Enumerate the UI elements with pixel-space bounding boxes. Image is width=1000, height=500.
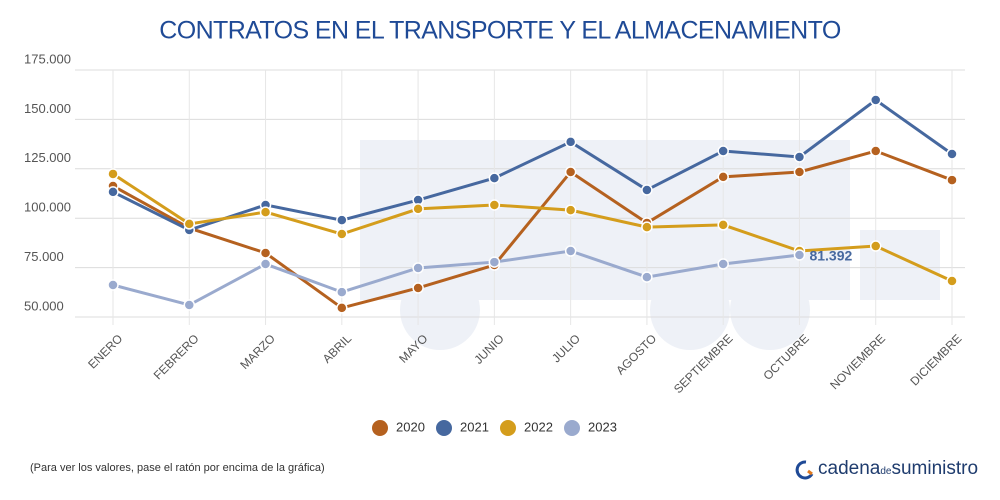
y-tick-label: 75.000: [24, 249, 64, 264]
logo-part: cadena: [818, 458, 881, 479]
data-point: [336, 214, 348, 226]
data-point: [564, 136, 577, 148]
series-line: [112, 249, 800, 307]
data-point: [641, 271, 653, 283]
data-point: [717, 171, 729, 183]
y-tick-label: 50.000: [24, 298, 64, 313]
note: (Para ver los valores, pase el ratón por…: [30, 462, 325, 474]
data-point: [488, 172, 501, 184]
data-point: [564, 166, 577, 178]
data-point: [183, 299, 196, 311]
legend-label: 2021: [460, 419, 489, 434]
data-point: [717, 145, 729, 157]
data-point: [717, 219, 729, 231]
data-point: [259, 258, 272, 270]
y-tick-label: 175.000: [24, 51, 71, 66]
data-point: [793, 249, 806, 261]
data-point: [412, 203, 424, 215]
legend-marker: [500, 420, 516, 436]
y-tick-label: 100.000: [24, 200, 71, 215]
legend-marker: [372, 420, 388, 436]
data-point: [946, 148, 958, 160]
logo-text: cadenadesuministro: [818, 458, 978, 479]
y-tick-label: 125.000: [24, 150, 71, 165]
data-point: [183, 218, 196, 230]
series-line: [112, 149, 953, 310]
watermark-truck: [360, 140, 940, 350]
data-point: [869, 240, 882, 252]
logo-icon: [795, 460, 814, 480]
data-point: [488, 199, 501, 211]
data-point: [336, 286, 348, 298]
data-point: [107, 279, 119, 291]
data-point: [946, 174, 958, 186]
data-point: [259, 247, 272, 259]
data-point: [946, 275, 958, 287]
data-point: [869, 145, 882, 157]
series-line: [112, 98, 953, 232]
y-tick-label: 150.000: [24, 101, 71, 116]
data-point: [107, 186, 119, 198]
data-point: [259, 206, 272, 218]
data-point: [488, 256, 501, 268]
legend-label: 2022: [524, 419, 553, 434]
data-point: [107, 168, 119, 180]
data-point: [793, 151, 806, 163]
data-point: [793, 166, 806, 178]
legend-marker: [564, 420, 580, 436]
data-point: [336, 228, 348, 240]
legend-marker: [436, 420, 452, 436]
data-point: [336, 302, 348, 314]
data-point: [412, 262, 424, 274]
logo: cadenadesuministro: [795, 458, 978, 480]
data-point: [641, 184, 653, 196]
data-label: 81.392: [809, 248, 852, 264]
data-point: [412, 282, 424, 294]
logo-part: de: [880, 466, 892, 477]
data-point: [564, 204, 577, 216]
data-point: [717, 258, 729, 270]
data-point: [869, 94, 882, 106]
legend-label: 2020: [396, 419, 425, 434]
series-line: [112, 172, 953, 283]
logo-part: suministro: [891, 458, 978, 479]
chart-title: CONTRATOS EN EL TRANSPORTE Y EL ALMACENA…: [159, 17, 841, 45]
logo-icon-accent: [807, 469, 813, 476]
data-point: [564, 245, 577, 257]
legend-label: 2023: [588, 419, 617, 434]
data-point: [641, 221, 653, 233]
